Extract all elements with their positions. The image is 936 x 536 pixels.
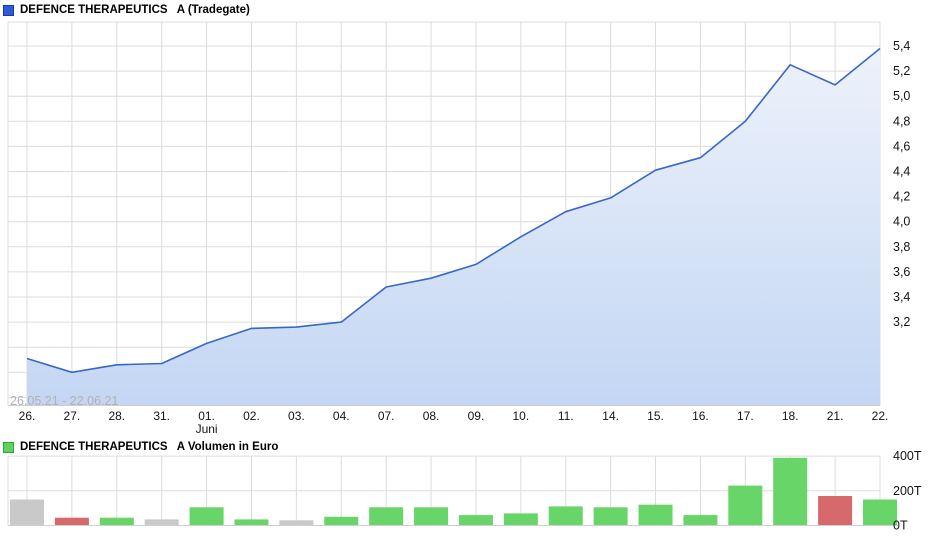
- price-y-axis-label: 3,8: [893, 240, 910, 254]
- volume-bar: [10, 499, 44, 526]
- price-y-axis-label: 4,2: [893, 190, 910, 204]
- volume-bar: [863, 499, 897, 526]
- price-x-axis-label: 16.: [692, 409, 709, 423]
- volume-y-axis-label: 400T: [893, 449, 922, 463]
- date-range-watermark: 26.05.21 - 22.06.21: [10, 394, 118, 408]
- price-y-axis-label: 5,4: [893, 39, 910, 53]
- price-x-axis-label: 04.: [333, 409, 350, 423]
- volume-series-swatch-icon: [3, 441, 14, 453]
- volume-bar: [369, 507, 404, 526]
- price-x-axis-label: 18.: [782, 409, 799, 423]
- volume-bar: [683, 515, 718, 526]
- price-y-axis-label: 5,0: [893, 89, 910, 103]
- volume-bar: [773, 457, 808, 526]
- price-x-axis-label: 28.: [108, 409, 125, 423]
- price-y-axis-label: 3,4: [893, 290, 910, 304]
- price-x-axis-label: 27.: [64, 409, 81, 423]
- price-x-axis-label: 31.: [153, 409, 170, 423]
- volume-bar: [324, 516, 359, 526]
- volume-y-axis-label: 0T: [893, 519, 908, 533]
- volume-bar: [54, 517, 89, 526]
- volume-bar: [638, 504, 673, 526]
- volume-bar: [458, 515, 493, 526]
- price-x-axis-label: 21.: [827, 409, 844, 423]
- price-x-axis-label: 07.: [378, 409, 395, 423]
- price-x-axis-label: 10.: [512, 409, 529, 423]
- price-x-axis-label: 22.: [872, 409, 889, 423]
- price-area: [27, 48, 880, 406]
- price-x-axis-label: 26.: [19, 409, 36, 423]
- price-x-axis-label: 14.: [602, 409, 619, 423]
- volume-chart-title: DEFENCE THERAPEUTICS A Volumen in Euro: [20, 441, 279, 453]
- volume-bar: [99, 517, 134, 526]
- price-chart-legend: DEFENCE THERAPEUTICS A (Tradegate): [3, 4, 250, 16]
- volume-bar: [189, 507, 224, 526]
- price-y-axis-label: 4,8: [893, 114, 910, 128]
- price-y-axis-label: 5,2: [893, 64, 910, 78]
- price-x-axis-label: 09.: [468, 409, 485, 423]
- price-x-axis-label: 03.: [288, 409, 305, 423]
- month-label: Juni: [196, 422, 218, 436]
- price-x-axis-label: 11.: [558, 409, 574, 423]
- volume-bar: [234, 519, 269, 526]
- price-chart-title: DEFENCE THERAPEUTICS A (Tradegate): [20, 4, 250, 16]
- volume-bar: [414, 507, 449, 526]
- price-x-axis-label: 08.: [423, 409, 440, 423]
- price-y-axis-label: 3,2: [893, 315, 910, 329]
- price-y-axis-label: 4,0: [893, 215, 910, 229]
- volume-bar: [728, 485, 763, 526]
- volume-bar: [818, 496, 853, 526]
- price-y-axis-label: 4,4: [893, 165, 910, 179]
- volume-bar: [144, 519, 179, 526]
- price-y-axis-label: 3,6: [893, 265, 910, 279]
- price-x-axis-label: 15.: [647, 409, 664, 423]
- price-series-swatch-icon: [3, 4, 14, 16]
- volume-bar: [279, 520, 314, 526]
- volume-bar: [503, 513, 538, 526]
- price-x-axis-label: 17.: [737, 409, 754, 423]
- price-x-axis-label: 01.: [198, 409, 215, 423]
- price-x-axis-label: 02.: [243, 409, 260, 423]
- volume-bar: [593, 507, 628, 526]
- volume-bar: [548, 506, 583, 526]
- price-y-axis-label: 4,6: [893, 139, 910, 153]
- price-line: [26, 47, 881, 374]
- volume-chart-legend: DEFENCE THERAPEUTICS A Volumen in Euro: [3, 441, 278, 453]
- volume-y-axis-label: 200T: [893, 484, 922, 498]
